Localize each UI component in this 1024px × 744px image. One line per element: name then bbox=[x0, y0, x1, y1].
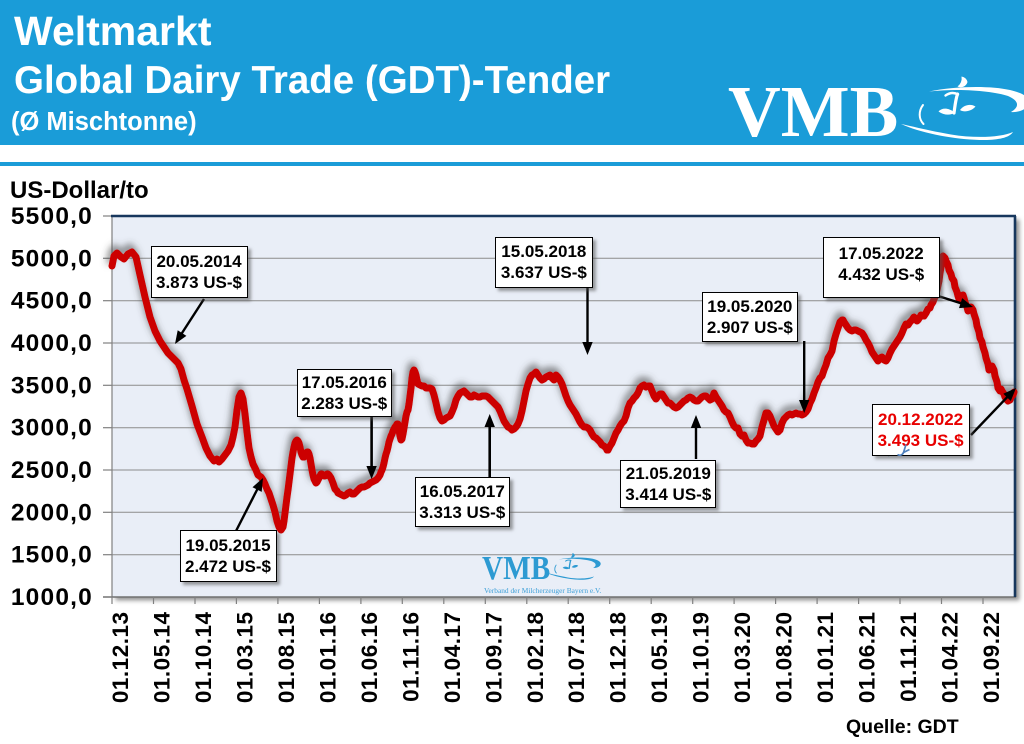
svg-text:4500,0: 4500,0 bbox=[11, 288, 93, 315]
svg-text:01.03.15: 01.03.15 bbox=[232, 612, 257, 704]
svg-text:01.02.18: 01.02.18 bbox=[523, 612, 548, 704]
svg-text:01.01.16: 01.01.16 bbox=[315, 612, 340, 704]
svg-text:01.04.17: 01.04.17 bbox=[440, 612, 465, 704]
svg-text:01.07.18: 01.07.18 bbox=[564, 612, 589, 704]
svg-text:01.09.17: 01.09.17 bbox=[481, 612, 506, 704]
svg-text:01.12.18: 01.12.18 bbox=[606, 612, 631, 704]
svg-text:01.06.16: 01.06.16 bbox=[357, 612, 382, 704]
svg-text:01.06.21: 01.06.21 bbox=[855, 612, 880, 704]
svg-text:01.11.21: 01.11.21 bbox=[896, 612, 921, 702]
svg-text:3500,0: 3500,0 bbox=[11, 372, 93, 399]
svg-text:01.05.14: 01.05.14 bbox=[150, 612, 175, 704]
svg-text:01.09.22: 01.09.22 bbox=[979, 612, 1004, 704]
svg-text:5000,0: 5000,0 bbox=[11, 245, 93, 272]
svg-text:01.08.20: 01.08.20 bbox=[772, 612, 797, 704]
svg-text:01.04.22: 01.04.22 bbox=[938, 612, 963, 704]
svg-text:01.03.20: 01.03.20 bbox=[730, 612, 755, 704]
svg-text:01.10.14: 01.10.14 bbox=[191, 612, 216, 704]
svg-text:1000,0: 1000,0 bbox=[11, 584, 93, 611]
svg-text:01.12.13: 01.12.13 bbox=[108, 612, 133, 704]
svg-text:01.05.19: 01.05.19 bbox=[647, 612, 672, 704]
svg-text:01.01.21: 01.01.21 bbox=[813, 612, 838, 704]
svg-text:01.08.15: 01.08.15 bbox=[274, 612, 299, 704]
svg-text:4000,0: 4000,0 bbox=[11, 330, 93, 357]
svg-text:1500,0: 1500,0 bbox=[11, 542, 93, 569]
svg-text:01.10.19: 01.10.19 bbox=[689, 612, 714, 704]
svg-text:01.11.16: 01.11.16 bbox=[398, 612, 423, 702]
svg-text:5500,0: 5500,0 bbox=[11, 203, 93, 230]
svg-text:3000,0: 3000,0 bbox=[11, 415, 93, 442]
svg-text:2500,0: 2500,0 bbox=[11, 457, 93, 484]
svg-text:2000,0: 2000,0 bbox=[11, 499, 93, 526]
